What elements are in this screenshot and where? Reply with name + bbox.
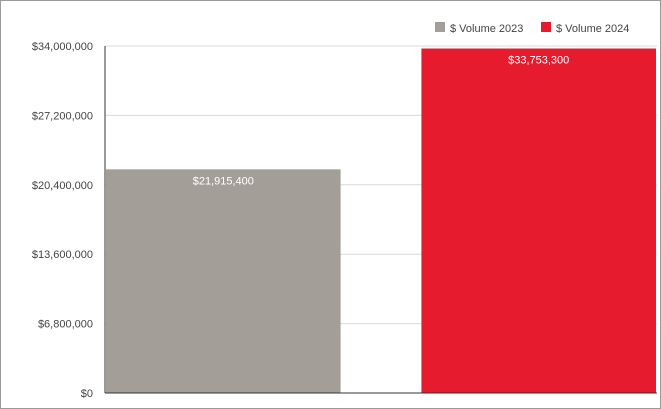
legend-label: $ Volume 2024 <box>556 23 629 35</box>
y-tick-label: $27,200,000 <box>32 110 93 122</box>
y-tick-label: $13,600,000 <box>32 249 93 261</box>
bar-2024 <box>421 48 656 393</box>
y-tick-label: $6,800,000 <box>38 319 93 331</box>
bar-value-label: $21,915,400 <box>193 175 254 187</box>
legend-label: $ Volume 2023 <box>450 23 523 35</box>
bar-2023 <box>106 169 341 393</box>
legend-swatch <box>435 22 445 32</box>
bars: $21,915,400 $33,753,300 <box>106 48 656 393</box>
legend: $ Volume 2023 $ Volume 2024 <box>435 22 629 35</box>
legend-swatch <box>541 22 551 32</box>
y-tick-label: $20,400,000 <box>32 180 93 192</box>
y-tick-label: $34,000,000 <box>32 41 93 53</box>
y-axis: $0 $6,800,000 $13,600,000 $20,400,000 $27,20… <box>32 41 657 400</box>
y-tick-label: $0 <box>81 388 93 400</box>
bar-value-label: $33,753,300 <box>508 55 569 67</box>
